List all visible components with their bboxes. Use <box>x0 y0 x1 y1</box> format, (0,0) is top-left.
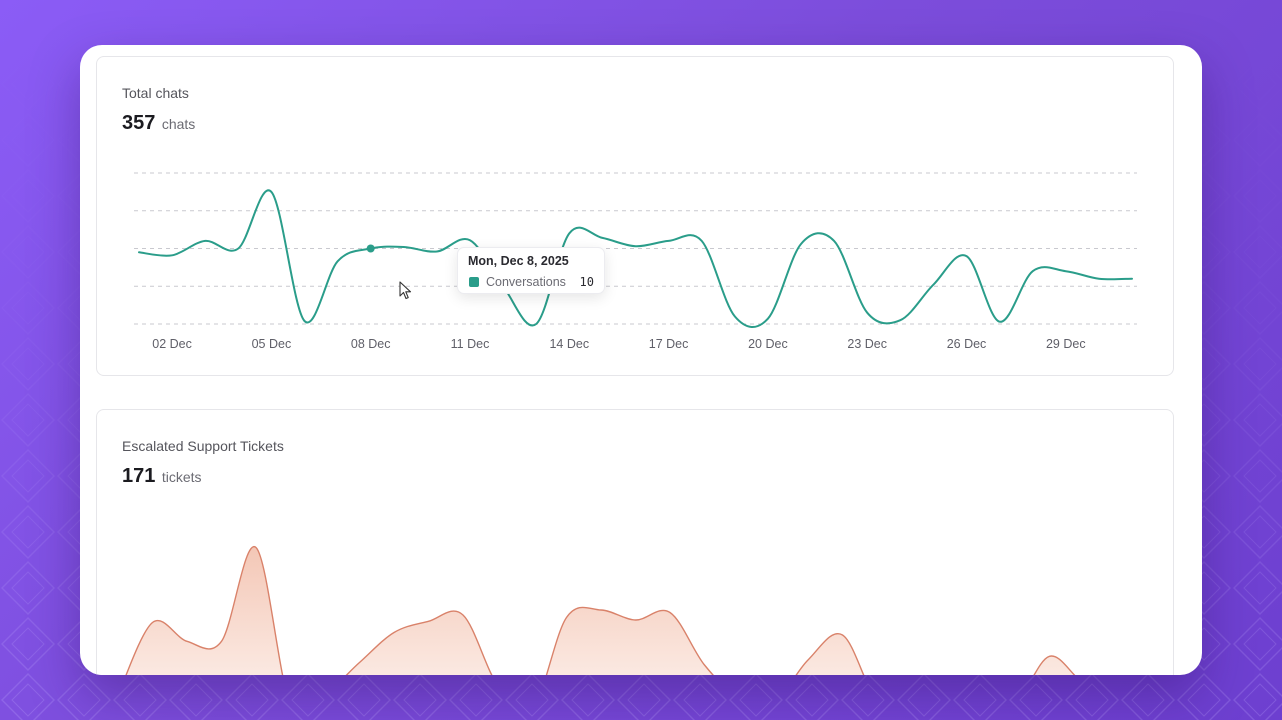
x-tick-label: 26 Dec <box>947 337 987 351</box>
chart-gridlines <box>134 172 1137 325</box>
tooltip-series-swatch <box>469 277 479 287</box>
x-tick-label: 02 Dec <box>152 337 192 351</box>
tickets-series-area <box>126 546 1075 675</box>
x-tick-label: 20 Dec <box>748 337 788 351</box>
tooltip-series-name: Conversations <box>486 275 566 289</box>
dashboard-window: Total chats 357 chats 02 Dec 05 Dec 08 Dec… <box>80 45 1202 675</box>
tickets-area-chart[interactable] <box>97 410 1175 675</box>
x-tick-label: 17 Dec <box>649 337 689 351</box>
escalated-tickets-card: Escalated Support Tickets 171 tickets <box>96 409 1174 675</box>
x-tick-label: 29 Dec <box>1046 337 1086 351</box>
x-tick-label: 23 Dec <box>847 337 887 351</box>
chart-tooltip: Mon, Dec 8, 2025 Conversations 10 <box>457 247 605 294</box>
x-tick-label: 08 Dec <box>351 337 391 351</box>
chats-total-unit: chats <box>161 116 196 132</box>
chats-total-value: 357 <box>122 112 156 134</box>
card-title: Total chats <box>122 85 189 101</box>
total-chats-card: Total chats 357 chats 02 Dec 05 Dec 08 Dec… <box>96 56 1174 376</box>
tooltip-date: Mon, Dec 8, 2025 <box>468 254 569 268</box>
x-tick-label: 05 Dec <box>252 337 292 351</box>
tickets-series-line <box>125 546 1076 675</box>
x-tick-label: 14 Dec <box>549 337 589 351</box>
chats-line-chart[interactable]: 02 Dec 05 Dec 08 Dec 11 Dec 14 Dec 17 Dec 20 D… <box>97 57 1175 377</box>
mouse-pointer-icon <box>399 281 412 300</box>
tickets-metric: 171 tickets <box>122 465 202 488</box>
x-tick-label: 11 Dec <box>451 337 490 351</box>
card-title: Escalated Support Tickets <box>122 438 284 454</box>
tooltip-series-value: 10 <box>579 275 594 289</box>
tickets-total-value: 171 <box>122 465 156 487</box>
chats-metric: 357 chats <box>122 112 195 135</box>
tickets-total-unit: tickets <box>161 469 202 485</box>
hovered-data-point[interactable] <box>366 244 375 253</box>
x-axis-ticks: 02 Dec 05 Dec 08 Dec 11 Dec 14 Dec 17 Dec 20 D… <box>152 337 1085 351</box>
conversations-series-line <box>138 189 1133 328</box>
